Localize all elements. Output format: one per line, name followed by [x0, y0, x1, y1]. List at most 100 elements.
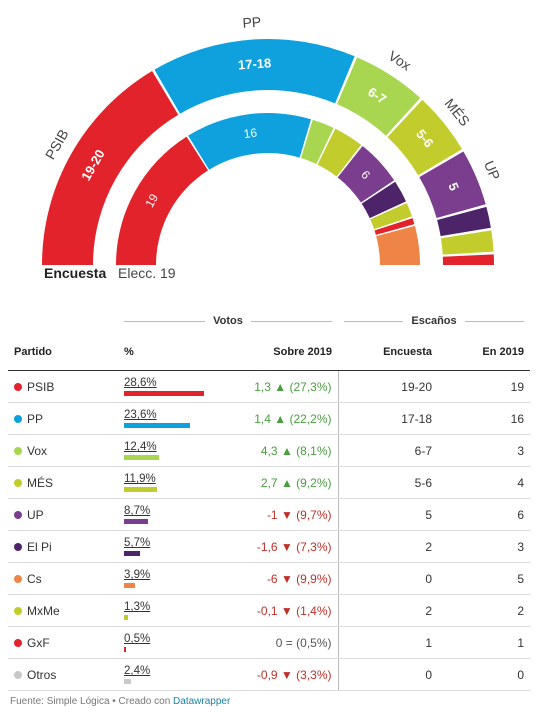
seat-arc-elecc-19-psib — [116, 136, 209, 265]
footer-text: Fuente: Simple Lógica • Creado con — [10, 696, 174, 707]
party-arc-label: PSIB — [42, 126, 72, 162]
escanos-group-header: Escaños — [411, 315, 457, 327]
pct-value: 11,9% — [124, 473, 156, 485]
party-cell: PP — [8, 402, 118, 435]
pct-bar — [124, 455, 159, 460]
pct-bar — [124, 487, 158, 492]
party-color-dot — [14, 447, 22, 456]
table-row: GxF 0,5% 0 = (0,5%) 1 1 — [8, 626, 530, 659]
pct-cell: 23,6% — [118, 402, 213, 435]
party-color-dot — [14, 607, 22, 616]
col-encuesta: Encuesta — [338, 334, 438, 371]
results-table: Votos Escaños Partido % Sobre 2019 Encue… — [8, 308, 530, 691]
change-cell: -1,6 ▼ (7,3%) — [213, 530, 338, 563]
seat-arc-encuesta-vox — [337, 57, 421, 136]
party-cell: MÉS — [8, 466, 118, 499]
en2019-cell: 2 — [438, 594, 530, 627]
table-row: MÉS 11,9% 2,7 ▲ (9,2%) 5-6 4 — [8, 466, 530, 499]
table-row: El Pi 5,7% -1,6 ▼ (7,3%) 2 3 — [8, 530, 530, 563]
seat-arc-encuesta-gxf — [442, 254, 494, 265]
table-row: Vox 12,4% 4,3 ▲ (8,1%) 6-7 3 — [8, 434, 530, 467]
seat-label: 17-18 — [238, 55, 272, 72]
table-row: PSIB 28,6% 1,3 ▲ (27,3%) 19-20 19 — [8, 370, 530, 403]
pct-cell: 11,9% — [118, 466, 213, 499]
party-color-dot — [14, 639, 22, 648]
outer-ring-caption: Encuesta — [44, 265, 107, 281]
table-row: MxMe 1,3% -0,1 ▼ (1,4%) 2 2 — [8, 594, 530, 627]
encuesta-cell: 0 — [337, 658, 438, 691]
en2019-cell: 3 — [438, 530, 530, 563]
party-cell: Cs — [8, 562, 118, 595]
change-cell: -0,9 ▼ (3,3%) — [213, 658, 338, 691]
en2019-cell: 16 — [438, 402, 530, 435]
pct-bar — [124, 423, 190, 428]
pct-value: 0,5% — [124, 633, 151, 645]
seat-arc-encuesta-pp — [154, 39, 355, 114]
party-name: GxF — [27, 635, 50, 650]
pct-value: 2,4% — [124, 665, 151, 677]
table-row: UP 8,7% -1 ▼ (9,7%) 5 6 — [8, 498, 530, 531]
party-arc-label: PP — [242, 14, 262, 31]
en2019-cell: 1 — [438, 626, 530, 659]
en2019-cell: 6 — [438, 498, 530, 531]
party-cell: Vox — [8, 434, 118, 467]
party-name: MÉS — [27, 475, 54, 490]
party-cell: El Pi — [8, 530, 118, 563]
pct-cell: 12,4% — [118, 434, 213, 467]
pct-cell: 8,7% — [118, 498, 213, 531]
change-cell: 1,3 ▲ (27,3%) — [213, 370, 338, 403]
en2019-cell: 0 — [438, 658, 530, 691]
table-row: PP 23,6% 1,4 ▲ (22,2%) 17-18 16 — [8, 402, 530, 435]
col-en2019: En 2019 — [438, 334, 530, 371]
datawrapper-link[interactable]: Datawrapper — [173, 696, 231, 707]
seat-arc-encuesta-up — [419, 151, 486, 218]
seat-arc-elecc-19-mxme — [370, 203, 413, 230]
en2019-cell: 5 — [438, 562, 530, 595]
party-color-dot — [14, 383, 22, 392]
pct-value: 28,6% — [124, 377, 157, 389]
col-partido: Partido — [8, 334, 118, 371]
seat-arc-elecc-19-el-pi — [361, 181, 407, 219]
encuesta-cell: 0 — [337, 562, 438, 595]
pct-cell: 28,6% — [118, 370, 213, 403]
seat-arc-encuesta-mxme — [440, 230, 494, 255]
seat-arc-elecc-19-up — [337, 146, 395, 203]
pct-bar — [124, 583, 135, 588]
party-name: Cs — [27, 571, 42, 586]
seat-arc-elecc-19-pp — [188, 113, 312, 170]
encuesta-cell: 6-7 — [337, 434, 438, 467]
change-cell: -0,1 ▼ (1,4%) — [213, 594, 338, 627]
party-arc-label: Vox — [386, 47, 414, 73]
party-cell: MxMe — [8, 594, 118, 627]
seat-arc-elecc-19-m-s — [317, 128, 362, 177]
party-name: Otros — [27, 667, 57, 682]
seat-arc-elecc-19-cs — [376, 225, 420, 265]
party-name: Vox — [27, 443, 48, 458]
pct-cell: 2,4% — [118, 658, 213, 691]
pct-cell: 3,9% — [118, 562, 213, 595]
party-arc-label: UP — [481, 158, 503, 182]
pct-value: 8,7% — [124, 505, 151, 517]
seat-arc-encuesta-el-pi — [437, 206, 491, 237]
seat-label: 16 — [243, 125, 258, 141]
party-color-dot — [14, 479, 22, 488]
encuesta-cell: 19-20 — [337, 370, 438, 403]
inner-ring-caption: Elecc. 19 — [118, 265, 176, 281]
pct-value: 23,6% — [124, 409, 157, 421]
pct-cell: 5,7% — [118, 530, 213, 563]
col-sobre: Sobre 2019 — [213, 334, 338, 371]
party-cell: GxF — [8, 626, 118, 659]
pct-bar — [124, 615, 128, 620]
seat-arc-encuesta-psib — [42, 70, 179, 265]
encuesta-cell: 1 — [337, 626, 438, 659]
en2019-cell: 19 — [438, 370, 530, 403]
encuesta-cell: 2 — [337, 594, 438, 627]
party-cell: UP — [8, 498, 118, 531]
party-color-dot — [14, 671, 22, 680]
pct-value: 3,9% — [124, 569, 151, 581]
seat-arc-elecc-19-gxf — [374, 218, 415, 235]
pct-cell: 0,5% — [118, 626, 213, 659]
party-name: El Pi — [27, 539, 52, 554]
pct-bar — [124, 551, 140, 556]
